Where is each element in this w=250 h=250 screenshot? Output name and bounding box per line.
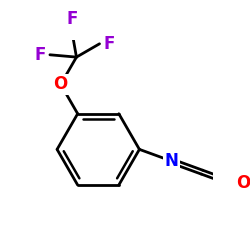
Text: F: F (66, 10, 78, 29)
Text: F: F (35, 46, 46, 64)
Text: N: N (164, 152, 178, 170)
Text: O: O (54, 75, 68, 93)
Text: O: O (236, 174, 250, 192)
Text: F: F (103, 35, 115, 53)
